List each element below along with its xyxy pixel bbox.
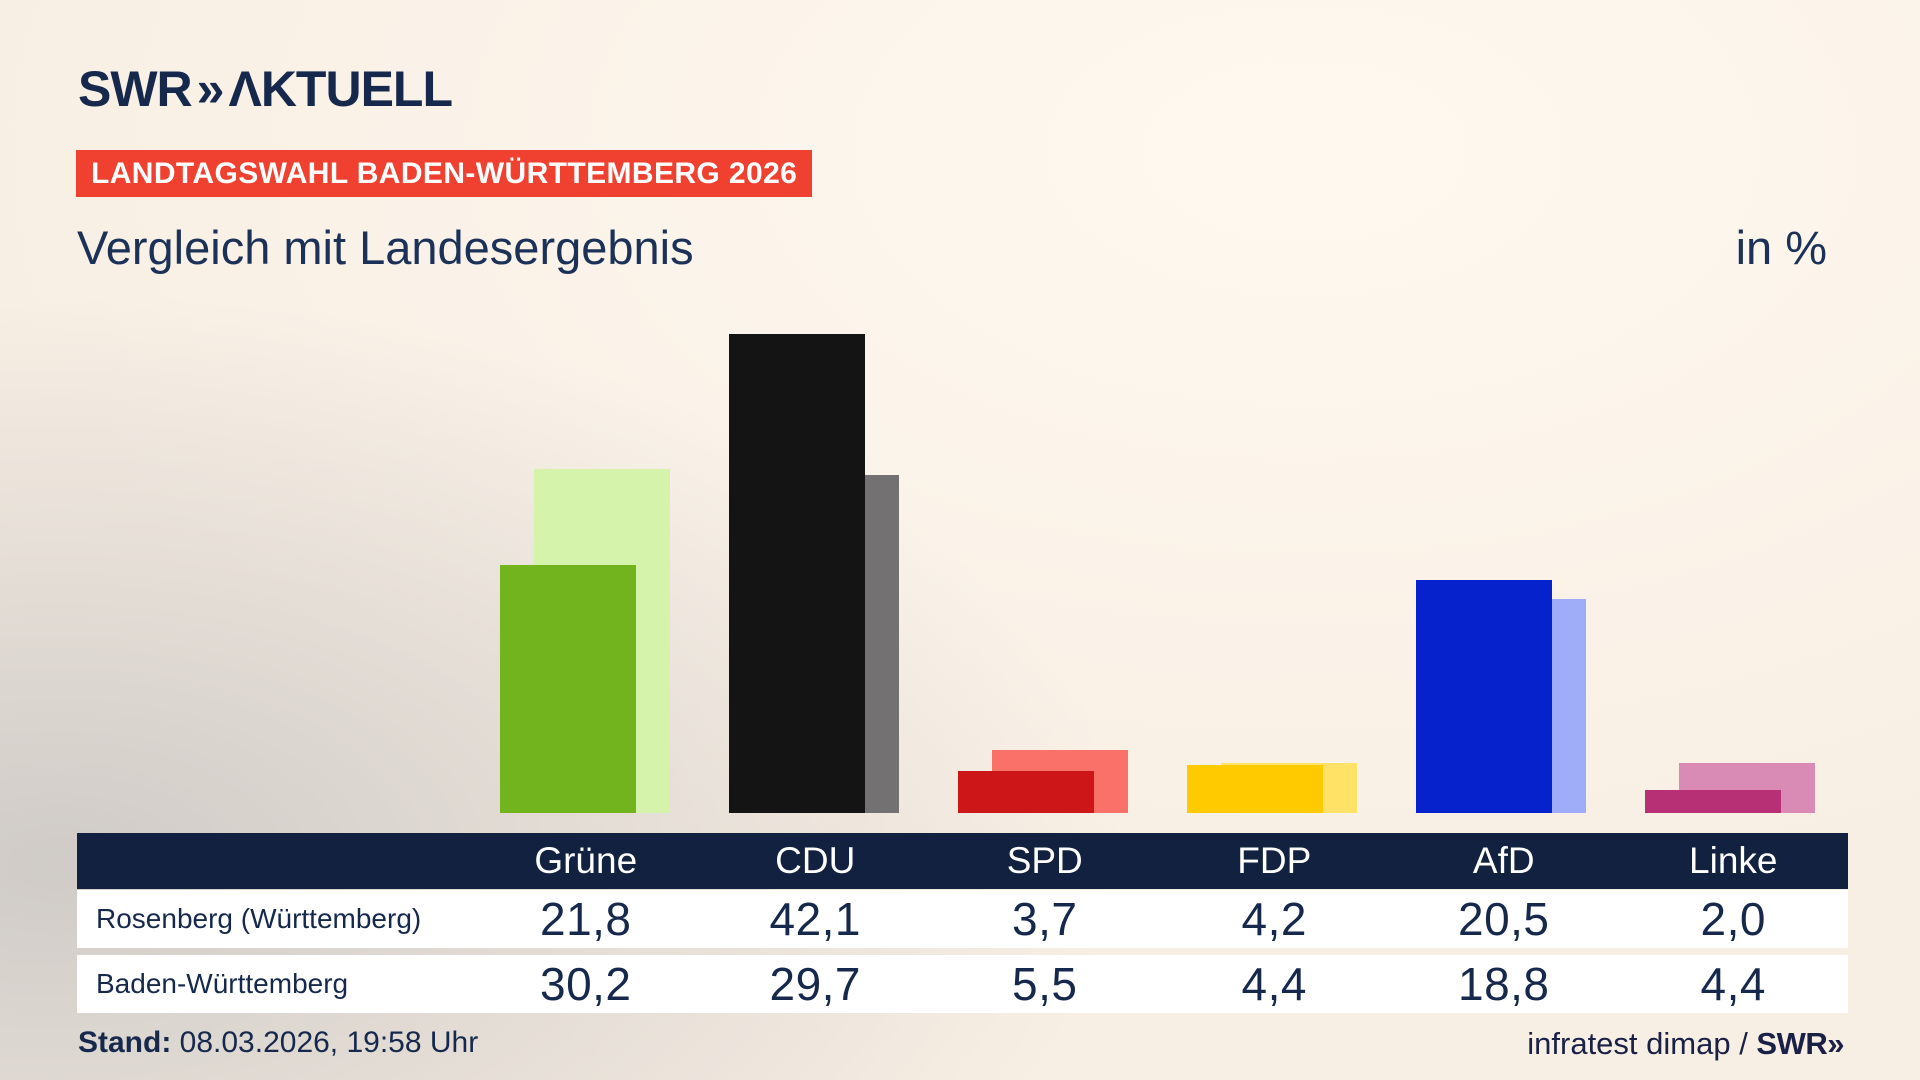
source-chevrons-icon: » [1827, 1026, 1844, 1061]
stand-line: Stand: 08.03.2026, 19:58 Uhr [78, 1026, 478, 1060]
logo-aktuell-text: ΛKTUELL [228, 61, 453, 117]
value-cell-cdu: 42,1 [769, 893, 862, 945]
source-swr-text: SWR [1756, 1026, 1828, 1061]
bar-chart [500, 334, 1815, 813]
value-cell-grune: 21,8 [539, 893, 632, 945]
value-cell-afd: 20,5 [1457, 893, 1550, 945]
bar-grune-district [500, 565, 636, 813]
header-cell-afd: AfD [1472, 840, 1535, 881]
value-cell-afd: 18,8 [1457, 958, 1550, 1010]
table-row: Rosenberg (Württemberg) 21,8 42,1 3,7 4,2 20,… [77, 890, 1848, 948]
table-row: Baden-Württemberg 30,2 29,7 5,5 4,4 18,8 4,4 [77, 955, 1848, 1013]
source-text: infratest dimap / [1527, 1026, 1757, 1061]
header-cell-fdp: FDP [1237, 840, 1312, 881]
stand-value: 08.03.2026, 19:58 Uhr [171, 1026, 479, 1059]
logo-swr-text: SWR [78, 61, 193, 117]
bar-afd-district [1416, 580, 1552, 813]
value-cell-linke: 2,0 [1700, 893, 1766, 945]
value-cell-grune: 30,2 [539, 958, 632, 1010]
election-badge: LANDTAGSWAHL BADEN-WÜRTTEMBERG 2026 [76, 150, 813, 197]
value-cell-spd: 3,7 [1012, 893, 1078, 945]
value-cell-cdu: 29,7 [769, 958, 862, 1010]
value-cell-fdp: 4,2 [1241, 893, 1307, 945]
stand-label: Stand: [78, 1026, 172, 1059]
chart-title: Vergleich mit Landesergebnis [77, 221, 694, 274]
bar-spd-district [958, 771, 1094, 813]
value-cell-spd: 5,5 [1012, 958, 1078, 1010]
logo-chevrons-icon: » [196, 61, 225, 117]
header-cell-spd: SPD [1006, 840, 1083, 881]
header-cell-cdu: CDU [775, 840, 856, 881]
bar-fdp-district [1187, 765, 1323, 813]
value-cell-fdp: 4,4 [1241, 958, 1307, 1010]
bar-linke-district [1645, 790, 1781, 813]
source-line: infratest dimap / SWR» [1527, 1026, 1844, 1062]
source-swr-logo: SWR» [1756, 1026, 1844, 1061]
header-cell-grune: Grüne [534, 840, 638, 881]
row-label: Baden-Württemberg [96, 968, 349, 999]
unit-label: in % [1735, 221, 1827, 274]
bar-cdu-district [729, 334, 865, 813]
swr-aktuell-logo: SWR» ΛKTUELL [78, 64, 453, 114]
row-label: Rosenberg (Württemberg) [96, 903, 422, 934]
results-table-header: Grüne CDU SPD FDP AfD Linke [77, 833, 1848, 889]
value-cell-linke: 4,4 [1700, 958, 1766, 1010]
header-cell-linke: Linke [1689, 840, 1778, 881]
